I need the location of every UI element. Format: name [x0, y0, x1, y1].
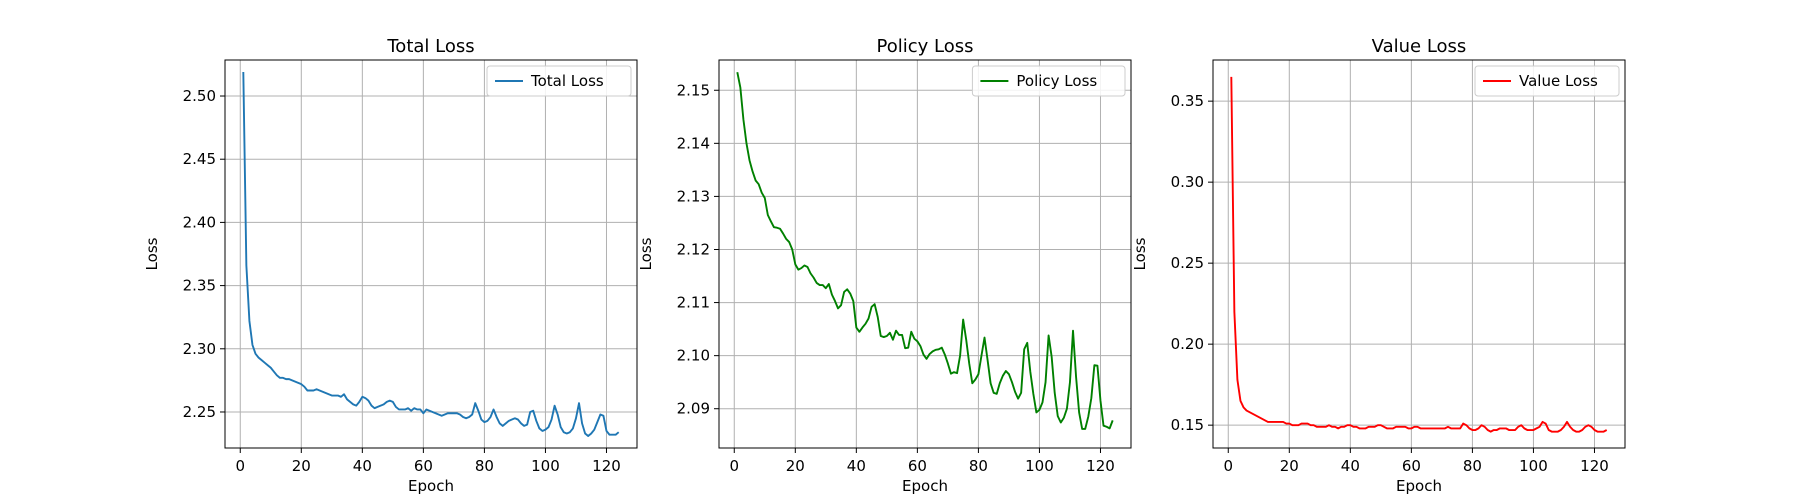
chart1-y-tick-label: 2.35 — [183, 277, 216, 295]
chart1-y-tick-label: 2.40 — [183, 213, 216, 231]
chart3-y-tick-label: 0.15 — [1171, 416, 1204, 434]
chart1-y-tick-label: 2.30 — [183, 340, 216, 358]
chart1-x-tick-label: 20 — [292, 457, 311, 475]
chart3-x-tick-label: 120 — [1580, 457, 1609, 475]
chart3-series-line — [1230, 76, 1608, 433]
chart2-x-tick-label: 40 — [847, 457, 866, 475]
chart1-y-tick-label: 2.45 — [183, 150, 216, 168]
chart1-ylabel: Loss — [143, 237, 161, 270]
chart2-x-tick-label: 80 — [969, 457, 988, 475]
chart2-y-tick-label: 2.14 — [677, 134, 710, 152]
chart3-legend-label: Value Loss — [1519, 72, 1598, 90]
chart1: 0 20 40 60 80 100 120 2.25 2.30 2.35 2.40 2.45 2.50 T… — [143, 36, 638, 495]
chart1-x-tick-label: 120 — [592, 457, 621, 475]
chart2-x-tick-label: 0 — [729, 457, 739, 475]
chart1-axes-frame — [224, 59, 638, 449]
chart2-legend-box — [971, 65, 1126, 97]
chart1-x-tick-label: 0 — [235, 457, 245, 475]
chart1-legend-box — [486, 65, 632, 97]
chart3-x-tick-label: 40 — [1341, 457, 1360, 475]
chart3-xlabel: Epoch — [1396, 477, 1442, 495]
chart3-x-tick-label: 100 — [1519, 457, 1548, 475]
chart2-legend: Policy Loss — [971, 65, 1126, 97]
chart3-x-tick-label: 0 — [1223, 457, 1233, 475]
chart2-y-tick-label: 2.10 — [677, 347, 710, 365]
chart2-series-line — [736, 72, 1114, 430]
chart3-y-tick-label: 0.30 — [1171, 173, 1204, 191]
chart3-title: Value Loss — [1372, 36, 1467, 57]
chart3: 0 20 40 60 80 100 120 0.15 0.20 0.25 0.30 0.35 Value… — [1131, 36, 1626, 495]
chart2-legend-label: Policy Loss — [1016, 72, 1097, 90]
chart3-x-tick-label: 60 — [1402, 457, 1421, 475]
chart3-y-tick-label: 0.20 — [1171, 335, 1204, 353]
chart2-ylabel: Loss — [637, 237, 655, 270]
chart3-legend: Value Loss — [1474, 65, 1620, 97]
chart1-y-tick-label: 2.50 — [183, 87, 216, 105]
chart1-y-tick-label: 2.25 — [183, 403, 216, 421]
chart1-x-tick-label: 80 — [475, 457, 494, 475]
chart2-title: Policy Loss — [877, 36, 974, 57]
chart2-y-tick-label: 2.13 — [677, 187, 710, 205]
chart3-y-tick-label: 0.35 — [1171, 92, 1204, 110]
chart2-xlabel: Epoch — [902, 477, 948, 495]
chart1-legend-label: Total Loss — [530, 72, 604, 90]
chart1-x-tick-label: 40 — [353, 457, 372, 475]
chart3-x-tick-label: 20 — [1280, 457, 1299, 475]
chart1-title: Total Loss — [386, 36, 474, 57]
chart2-x-tick-label: 20 — [786, 457, 805, 475]
chart1-series-line — [242, 71, 620, 437]
chart3-x-tick-label: 80 — [1463, 457, 1482, 475]
chart2-y-tick-label: 2.15 — [677, 81, 710, 99]
chart3-ylabel: Loss — [1131, 237, 1149, 270]
chart3-legend-box — [1474, 65, 1620, 97]
chart1-xlabel: Epoch — [408, 477, 454, 495]
chart2-y-tick-label: 2.12 — [677, 240, 710, 258]
chart2-axes-frame — [718, 59, 1132, 449]
chart2-x-tick-label: 60 — [908, 457, 927, 475]
chart1-x-tick-label: 60 — [414, 457, 433, 475]
chart2-y-tick-label: 2.11 — [677, 294, 710, 312]
chart1-legend: Total Loss — [486, 65, 632, 97]
chart3-y-tick-label: 0.25 — [1171, 254, 1204, 272]
chart2-y-tick-label: 2.09 — [677, 400, 710, 418]
chart1-x-tick-label: 100 — [531, 457, 560, 475]
chart2-x-tick-label: 120 — [1086, 457, 1115, 475]
chart2-x-tick-label: 100 — [1025, 457, 1054, 475]
chart2: 0 20 40 60 80 100 120 2.09 2.10 2.11 2.12 2.13 2.14 2… — [637, 36, 1132, 495]
chart3-axes-frame — [1212, 59, 1626, 449]
